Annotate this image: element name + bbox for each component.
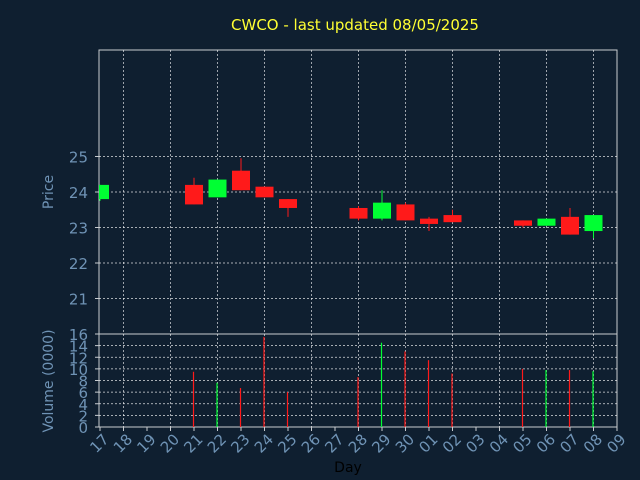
day-tick-label: 09 (603, 430, 629, 456)
price-tick-label: 25 (69, 149, 88, 167)
day-tick-label: 25 (274, 430, 300, 456)
candle-body (443, 215, 462, 223)
candle-body (255, 186, 274, 198)
price-tick-label: 22 (69, 255, 88, 273)
day-tick-label: 02 (439, 430, 465, 456)
price-tick-label: 21 (69, 291, 88, 309)
day-tick-label: 23 (227, 430, 253, 456)
price-axis-label: Price (41, 175, 57, 209)
candle-body (99, 184, 109, 200)
candle-body (349, 207, 368, 219)
grid-lines (99, 50, 617, 427)
day-tick-label: 29 (368, 430, 394, 456)
volume-tick-label: 0 (78, 419, 88, 437)
volume-bars (192, 336, 594, 427)
candle-body (537, 218, 556, 226)
volume-tick-label: 6 (78, 384, 88, 402)
volume-tick-label: 4 (78, 396, 88, 414)
volume-tick-label: 2 (78, 407, 88, 425)
price-tick-label: 23 (69, 220, 88, 238)
volume-tick-label: 16 (69, 326, 88, 344)
volume-tick-label: 8 (78, 373, 88, 391)
candle-body (373, 202, 391, 219)
candle-body (396, 204, 415, 221)
candle-body (185, 184, 203, 205)
chart-title: CWCO - last updated 08/05/2025 (231, 16, 479, 34)
day-tick-label: 03 (462, 430, 488, 456)
candlesticks (99, 158, 603, 239)
day-tick-label: 21 (180, 430, 206, 456)
candle-body (514, 220, 532, 226)
day-tick-label: 20 (157, 430, 183, 456)
candle-body (420, 218, 438, 224)
day-tick-label: 01 (415, 430, 441, 456)
candle-body (279, 199, 297, 208)
volume-tick-label: 10 (69, 361, 88, 379)
volume-axis-label: Volume (0000) (41, 329, 57, 432)
day-tick-label: 22 (204, 430, 230, 456)
candle-body (584, 215, 603, 232)
day-tick-label: 19 (133, 430, 159, 456)
day-axis-label: Day (334, 460, 362, 476)
candle-body (208, 179, 227, 198)
day-tick-label: 04 (486, 430, 512, 456)
candle-body (232, 170, 250, 191)
day-tick-label: 06 (533, 430, 559, 456)
day-tick-label: 28 (345, 430, 371, 456)
price-tick-label: 24 (69, 184, 88, 202)
day-tick-label: 05 (509, 430, 535, 456)
day-tick-label: 18 (110, 430, 136, 456)
day-tick-label: 26 (298, 430, 324, 456)
day-tick-label: 17 (86, 430, 112, 456)
day-tick-label: 24 (251, 430, 277, 456)
day-axis-ticks: 1718192021222324252627282930010203040506… (86, 427, 630, 457)
day-tick-label: 30 (392, 430, 418, 456)
price-axis-ticks: 21 22 23 24 25 (69, 149, 99, 309)
day-tick-label: 27 (321, 430, 347, 456)
candle-body (561, 216, 579, 235)
volume-tick-label: 14 (69, 338, 88, 356)
day-tick-label: 07 (556, 430, 582, 456)
day-tick-label: 08 (580, 430, 606, 456)
volume-tick-label: 12 (69, 349, 88, 367)
